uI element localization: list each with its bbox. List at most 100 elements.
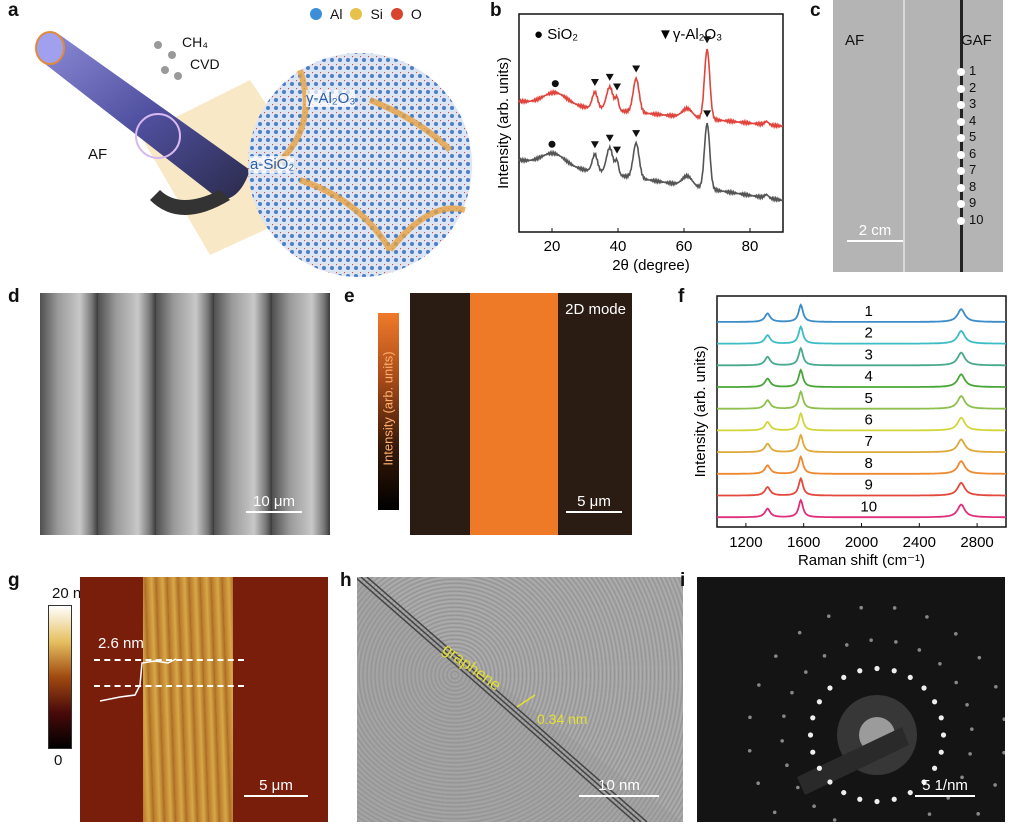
diffraction-spot <box>785 763 789 768</box>
diffraction-spot <box>869 638 873 642</box>
raman-spectrum-10 <box>717 498 1006 519</box>
point-label: 7 <box>969 162 977 177</box>
legend-al: Al <box>330 6 343 22</box>
diffraction-spot <box>796 785 800 790</box>
raman-spectrum-1 <box>717 303 1006 323</box>
x-tick-label: 2800 <box>960 534 993 551</box>
spectrum-label: 2 <box>865 325 873 342</box>
raman-spectrum-4 <box>717 368 1006 388</box>
point-label: 3 <box>969 96 977 111</box>
diffraction-spot <box>976 812 980 816</box>
scale-bar-h: 10 nm <box>579 777 659 797</box>
lattice-spacing-label: 0.34 nm <box>537 711 588 727</box>
panel-label-b: b <box>490 0 502 21</box>
saed-pattern: 5 1/nm <box>697 577 1005 822</box>
raman-spectrum-5 <box>717 389 1006 410</box>
diffraction-spot <box>927 812 932 816</box>
cvd-label: CVD <box>190 56 220 72</box>
point-label: 1 <box>969 63 977 78</box>
diffraction-spot <box>782 714 786 718</box>
point-label: 10 <box>969 211 984 227</box>
diffraction-spot <box>816 765 823 771</box>
gamma-alumina-label: γ-Al₂O₃ <box>306 90 356 107</box>
al2o3-peak-marker <box>605 134 614 142</box>
scale-label: 2 cm <box>858 222 892 239</box>
spectrum-label: 8 <box>865 455 873 472</box>
o-atom-icon <box>390 8 403 20</box>
tem-image: graphene 0.34 nm 10 nm <box>357 577 683 822</box>
intensity-colorbar: Intensity (arb. units) <box>378 313 399 510</box>
diffraction-spot <box>954 680 958 685</box>
diffraction-spot <box>894 640 898 644</box>
x-tick-label: 60 <box>676 238 693 255</box>
diffraction-spot <box>826 614 831 618</box>
diffraction-spot <box>874 665 880 672</box>
scale-bar-e: 5 μm <box>566 493 622 513</box>
sio2-peak-marker <box>551 80 559 88</box>
diffraction-spot <box>812 804 816 808</box>
diffraction-spot <box>970 727 974 731</box>
x-tick-label: 2000 <box>845 534 878 551</box>
af-fiber-label: AF <box>845 32 865 49</box>
panel-label-a: a <box>8 0 19 21</box>
diffraction-spot <box>938 662 942 666</box>
panel-label-i: i <box>680 570 686 591</box>
diffraction-spot <box>940 732 947 738</box>
scale-label: 5 μm <box>259 777 293 794</box>
measurement-point <box>957 150 965 159</box>
diffraction-spot <box>938 715 944 721</box>
al2o3-peak-marker <box>590 79 599 87</box>
raman-spectrum-8 <box>717 455 1006 475</box>
al2o3-peak-marker <box>632 65 641 73</box>
diffraction-spot <box>993 783 997 787</box>
silica-label: a-SiO₂ <box>250 156 295 173</box>
diffraction-spot <box>938 749 944 755</box>
diffraction-spot <box>994 684 998 689</box>
measurement-point <box>957 84 965 93</box>
measurement-point <box>957 200 965 208</box>
scale-label: 10 μm <box>253 493 295 510</box>
x-tick-label: 40 <box>610 238 627 255</box>
height-colorbar <box>48 605 72 749</box>
spectrum-label: 5 <box>865 390 873 407</box>
point-label: 2 <box>969 79 977 95</box>
raman-spectrum-6 <box>717 411 1006 432</box>
point-label: 8 <box>969 178 977 194</box>
diffraction-spot <box>891 796 897 802</box>
diffraction-spot <box>931 765 938 771</box>
diffraction-spot <box>832 818 837 822</box>
plot-frame <box>518 13 784 233</box>
al-atom-icon <box>310 8 322 20</box>
raman-spectrum-3 <box>717 346 1006 367</box>
point-label: 9 <box>969 195 977 210</box>
diffraction-spot <box>857 668 863 674</box>
diffraction-spot <box>816 699 823 705</box>
diffraction-spot <box>747 749 752 753</box>
legend-o: O <box>410 6 422 22</box>
diffraction-spot <box>748 715 752 720</box>
al2o3-peak-marker <box>632 130 641 138</box>
diffraction-spot <box>931 699 938 705</box>
diffraction-spot <box>790 690 794 695</box>
diffraction-spot <box>977 655 982 660</box>
mode-label: 2D mode <box>565 301 626 318</box>
x-tick-label: 20 <box>544 238 561 255</box>
diffraction-spot <box>925 615 929 619</box>
al2o3-peak-marker <box>613 146 622 154</box>
diffraction-spot <box>807 732 814 738</box>
y-axis-label: Intensity (arb. units) <box>495 57 512 189</box>
diffraction-spot <box>1002 717 1005 721</box>
plot-frame <box>716 295 1007 528</box>
scale-label: 10 nm <box>598 777 640 794</box>
diffraction-spot <box>907 789 913 796</box>
measurement-point <box>957 183 965 192</box>
point-label: 5 <box>969 129 977 144</box>
diffraction-spot <box>954 632 958 636</box>
beam-stop <box>797 727 909 795</box>
scale-bar-g: 5 μm <box>244 777 308 797</box>
diffraction-spot <box>859 605 863 610</box>
diffraction-spot <box>891 668 897 674</box>
diffraction-spot <box>774 654 778 658</box>
sio2-peak-marker <box>548 140 556 148</box>
diffraction-spot <box>960 775 964 780</box>
